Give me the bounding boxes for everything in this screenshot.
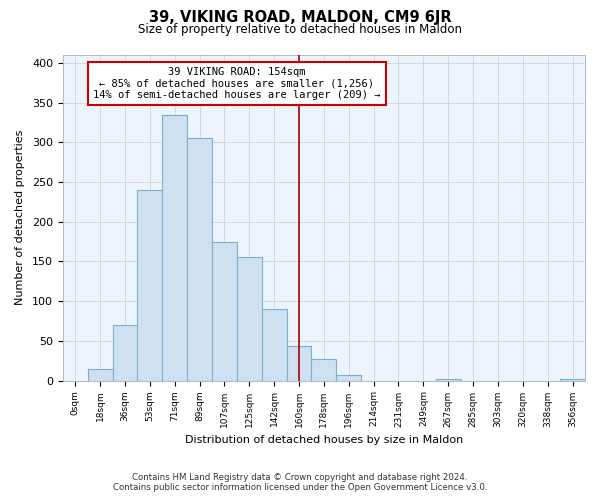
Bar xyxy=(88,368,113,380)
Bar xyxy=(212,242,237,380)
X-axis label: Distribution of detached houses by size in Maldon: Distribution of detached houses by size … xyxy=(185,435,463,445)
Text: 39, VIKING ROAD, MALDON, CM9 6JR: 39, VIKING ROAD, MALDON, CM9 6JR xyxy=(149,10,451,25)
Y-axis label: Number of detached properties: Number of detached properties xyxy=(15,130,25,306)
Bar xyxy=(337,375,361,380)
Text: Size of property relative to detached houses in Maldon: Size of property relative to detached ho… xyxy=(138,22,462,36)
Bar xyxy=(113,325,137,380)
Bar xyxy=(162,114,187,380)
Text: Contains HM Land Registry data © Crown copyright and database right 2024.
Contai: Contains HM Land Registry data © Crown c… xyxy=(113,473,487,492)
Text: 39 VIKING ROAD: 154sqm
← 85% of detached houses are smaller (1,256)
14% of semi-: 39 VIKING ROAD: 154sqm ← 85% of detached… xyxy=(93,67,380,100)
Bar xyxy=(262,309,287,380)
Bar xyxy=(560,379,585,380)
Bar xyxy=(436,379,461,380)
Bar xyxy=(187,138,212,380)
Bar xyxy=(311,359,337,380)
Bar xyxy=(237,258,262,380)
Bar xyxy=(137,190,162,380)
Bar xyxy=(287,346,311,380)
